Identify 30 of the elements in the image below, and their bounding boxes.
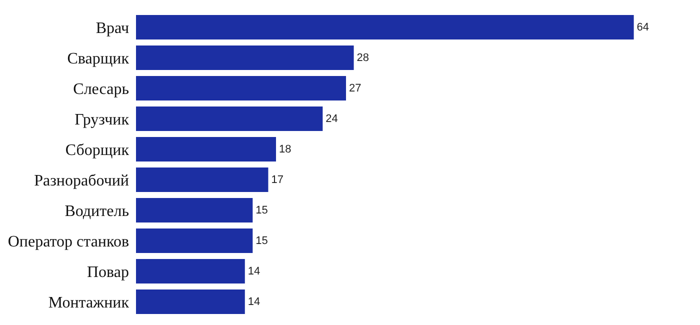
data-label: 14 [248, 296, 260, 308]
bar [136, 290, 245, 314]
y-tick-label: Оператор станков [8, 233, 130, 250]
data-label: 17 [271, 174, 284, 186]
bar [136, 76, 346, 100]
bar [136, 46, 354, 70]
bar [136, 168, 268, 192]
y-tick-label: Слесарь [73, 80, 129, 98]
y-tick-label: Разнорабочий [34, 172, 130, 190]
y-tick-label: Сборщик [65, 142, 130, 159]
bar [136, 259, 245, 284]
bar [136, 198, 253, 222]
y-tick-label: Повар [87, 264, 129, 281]
y-tick-label: Водитель [64, 202, 129, 220]
bar [136, 228, 253, 253]
data-label: 14 [248, 265, 260, 278]
y-tick-label: Врач [96, 20, 129, 37]
data-label: 15 [256, 204, 268, 216]
data-label: 15 [256, 234, 268, 247]
data-label: 28 [356, 52, 370, 64]
data-label: 24 [326, 112, 338, 125]
data-label: 27 [349, 82, 362, 94]
bar [136, 106, 323, 131]
data-label: 64 [636, 21, 650, 34]
y-tick-label: Монтажник [48, 294, 130, 312]
bar [136, 15, 634, 40]
y-tick-label: Грузчик [74, 111, 130, 128]
bar [136, 137, 276, 162]
data-label: 18 [279, 143, 292, 156]
y-tick-label: Сварщик [67, 50, 130, 68]
